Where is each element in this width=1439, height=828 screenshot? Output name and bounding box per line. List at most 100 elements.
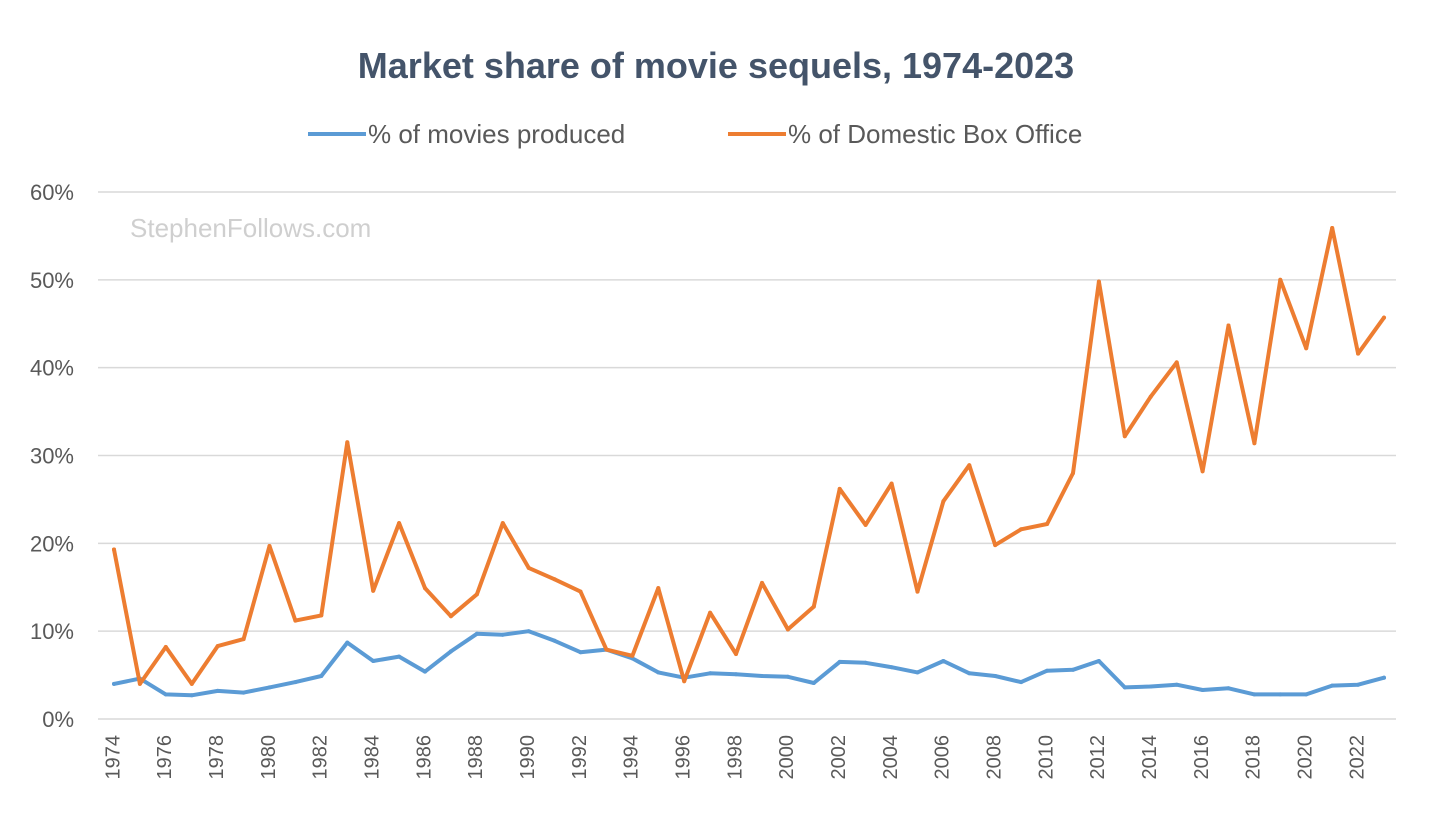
data-point (1200, 688, 1205, 692)
x-tick-label: 1986 (413, 735, 435, 780)
y-tick-label: 20% (30, 531, 74, 556)
x-tick-label: 1990 (517, 735, 539, 780)
x-tick-label: 1984 (361, 735, 383, 780)
data-point (1304, 692, 1309, 697)
x-tick-label: 2002 (828, 735, 850, 780)
data-point (578, 650, 583, 655)
data-point (319, 613, 324, 618)
data-point (708, 671, 713, 676)
x-tick-label: 1978 (206, 735, 228, 780)
data-point (915, 670, 920, 675)
x-tick-label: 1992 (569, 735, 591, 780)
data-point (734, 672, 738, 677)
x-tick-label: 1996 (672, 735, 694, 780)
data-point (241, 690, 246, 695)
data-point (1330, 683, 1335, 688)
x-tick-label: 1974 (102, 735, 124, 780)
x-tick-label: 1998 (724, 735, 746, 780)
x-tick-label: 2006 (932, 735, 954, 780)
data-point (889, 665, 894, 670)
data-point (552, 638, 557, 643)
data-point (785, 627, 790, 632)
data-point (785, 674, 790, 679)
data-point (1200, 469, 1205, 474)
data-point (656, 586, 661, 591)
legend-label-movies-produced: % of movies produced (368, 119, 625, 149)
data-point (1382, 675, 1386, 680)
data-point (293, 618, 298, 623)
x-tick-label: 2020 (1295, 735, 1317, 780)
data-point (1071, 471, 1075, 476)
data-point (915, 589, 920, 594)
data-point (345, 440, 350, 445)
data-point (734, 652, 738, 656)
y-tick-label: 30% (30, 444, 74, 469)
x-tick-label: 2008 (984, 735, 1006, 780)
x-tick-label: 2004 (880, 735, 902, 780)
data-point (1096, 659, 1101, 663)
data-point (1304, 346, 1309, 351)
data-point (837, 486, 842, 491)
data-point (604, 647, 609, 652)
y-tick-label: 40% (30, 356, 74, 381)
data-point (1226, 686, 1231, 691)
y-tick-label: 60% (30, 180, 74, 205)
data-point (423, 586, 427, 591)
data-point (630, 653, 635, 658)
data-point (526, 565, 531, 570)
data-point (319, 674, 324, 678)
data-point (1019, 527, 1024, 532)
data-point (863, 660, 868, 665)
data-point (163, 645, 168, 649)
x-tick-label: 1988 (465, 735, 487, 780)
data-point (1278, 692, 1283, 697)
x-tick-label: 2012 (1087, 735, 1109, 780)
x-tick-label: 2010 (1035, 735, 1057, 780)
legend-item-movies-produced: % of movies produced (308, 119, 625, 149)
chart-title: Market share of movie sequels, 1974-2023 (358, 45, 1074, 86)
data-point (1252, 692, 1257, 697)
data-point (500, 521, 505, 526)
y-tick-label: 10% (30, 619, 74, 644)
data-point (371, 588, 376, 593)
x-tick-label: 1994 (621, 735, 643, 780)
data-point (267, 544, 272, 548)
data-point (500, 632, 505, 637)
data-point (1148, 684, 1153, 689)
data-point (474, 592, 479, 597)
data-point (863, 522, 868, 527)
data-point (474, 631, 479, 636)
data-point (1382, 315, 1386, 320)
data-point (993, 543, 998, 548)
data-point (215, 688, 220, 693)
data-point (1045, 668, 1050, 673)
x-tick-label: 1976 (154, 735, 176, 780)
data-point (708, 610, 713, 615)
y-axis: 0% 10% 20% 30% 40% 50% 60% (30, 180, 74, 732)
data-point (293, 680, 298, 685)
data-point (760, 580, 764, 585)
data-point (112, 547, 116, 552)
data-point (578, 589, 583, 594)
data-point (1148, 394, 1153, 399)
data-point (1356, 682, 1361, 687)
data-point (423, 669, 427, 674)
data-point (682, 679, 687, 684)
legend: % of movies produced % of Domestic Box O… (308, 119, 1082, 149)
x-axis: 1974 1976 1978 1980 1982 1984 1986 1988 1990 1992… (102, 735, 1368, 780)
y-tick-label: 50% (30, 268, 74, 293)
x-tick-label: 1982 (310, 735, 332, 780)
watermark: StephenFollows.com (130, 213, 371, 243)
data-point (189, 693, 194, 698)
data-point (189, 681, 194, 686)
data-point (837, 659, 842, 664)
data-point (1122, 434, 1127, 439)
data-point (1330, 226, 1335, 230)
data-point (448, 649, 453, 654)
data-point (345, 640, 350, 645)
x-tick-label: 2018 (1243, 735, 1265, 780)
data-point (941, 659, 946, 663)
x-tick-label: 2000 (776, 735, 798, 780)
data-point (397, 521, 402, 526)
